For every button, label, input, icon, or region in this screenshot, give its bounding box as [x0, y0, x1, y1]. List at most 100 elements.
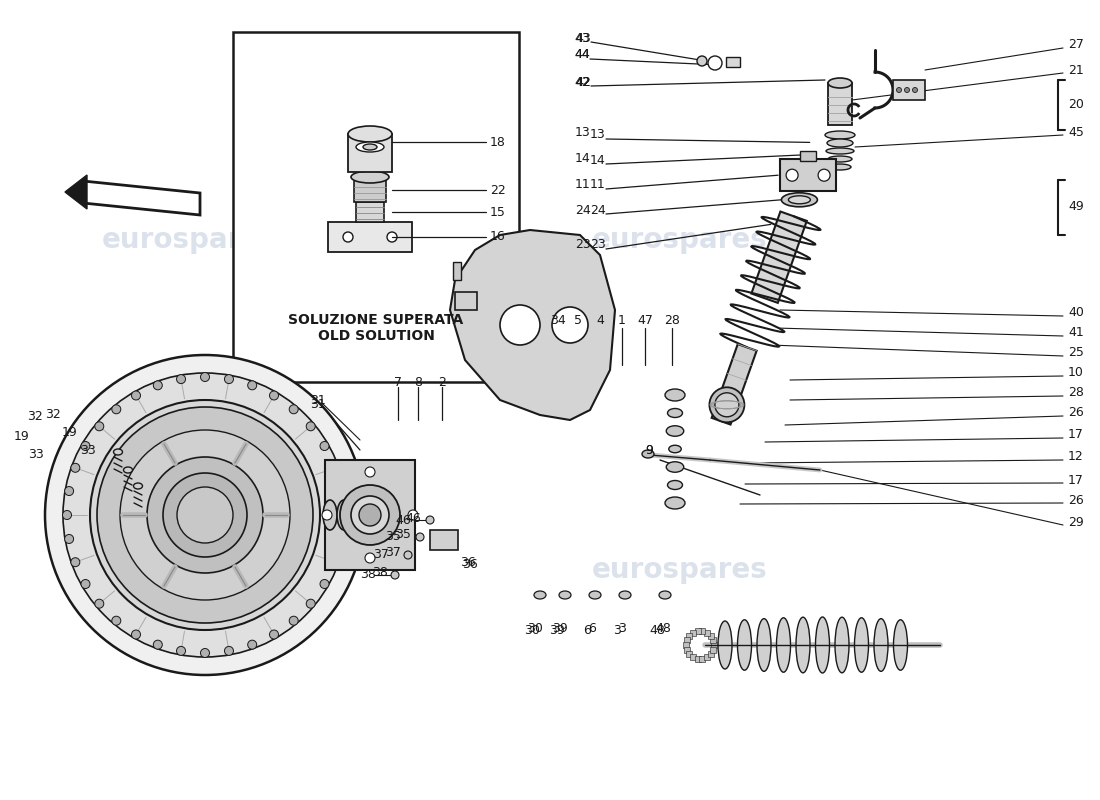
Circle shape [65, 534, 74, 543]
Bar [711, 646, 716, 653]
Ellipse shape [337, 500, 351, 530]
Ellipse shape [826, 148, 854, 154]
Circle shape [200, 649, 209, 658]
Ellipse shape [737, 620, 751, 670]
Ellipse shape [757, 618, 771, 671]
Circle shape [322, 510, 332, 520]
Polygon shape [720, 216, 821, 347]
Bar [780, 159, 836, 191]
Circle shape [70, 463, 80, 472]
Circle shape [320, 442, 329, 450]
Ellipse shape [667, 462, 684, 472]
Circle shape [387, 232, 397, 242]
Ellipse shape [815, 617, 829, 673]
Circle shape [339, 510, 348, 519]
Polygon shape [751, 211, 806, 303]
Text: 14: 14 [575, 151, 591, 165]
Bar [711, 638, 716, 643]
Circle shape [97, 407, 314, 623]
Ellipse shape [777, 618, 791, 672]
Bar [683, 642, 689, 648]
Text: 21: 21 [1068, 63, 1084, 77]
Circle shape [95, 422, 103, 430]
Circle shape [120, 430, 290, 600]
Circle shape [224, 374, 233, 383]
Bar [430, 530, 458, 550]
Text: 10: 10 [1068, 366, 1084, 379]
Ellipse shape [874, 618, 888, 671]
Text: 15: 15 [490, 206, 506, 218]
Text: 11: 11 [575, 178, 591, 191]
Text: 32: 32 [28, 410, 43, 423]
Circle shape [200, 373, 209, 382]
Ellipse shape [363, 144, 377, 150]
Bar [233, 32, 519, 382]
Bar [455, 292, 477, 310]
Text: 28: 28 [664, 314, 680, 326]
Ellipse shape [828, 156, 852, 162]
Text: 45: 45 [1068, 126, 1084, 138]
Text: 19: 19 [14, 430, 30, 443]
Circle shape [306, 599, 316, 608]
Ellipse shape [559, 591, 571, 599]
Text: 37: 37 [385, 546, 400, 558]
Text: 3: 3 [613, 623, 620, 637]
Circle shape [153, 381, 163, 390]
Bar [686, 651, 692, 657]
Polygon shape [712, 344, 757, 425]
Bar [686, 633, 692, 639]
Text: 44: 44 [574, 49, 590, 62]
Circle shape [365, 467, 375, 477]
Circle shape [408, 510, 418, 520]
Text: 28: 28 [1068, 386, 1084, 399]
Text: 20: 20 [1068, 98, 1084, 111]
Ellipse shape [668, 481, 682, 490]
Circle shape [306, 422, 316, 430]
Circle shape [343, 232, 353, 242]
Circle shape [270, 391, 278, 400]
Ellipse shape [351, 171, 389, 183]
Text: 6: 6 [583, 623, 591, 637]
Text: eurospares: eurospares [592, 226, 768, 254]
Circle shape [248, 381, 256, 390]
Text: 46: 46 [395, 514, 410, 526]
Circle shape [913, 87, 917, 93]
Ellipse shape [828, 78, 852, 88]
Circle shape [112, 616, 121, 626]
Circle shape [163, 473, 248, 557]
Bar [348, 134, 392, 172]
Text: 5: 5 [574, 314, 582, 326]
Text: 9: 9 [645, 443, 653, 457]
Text: 24: 24 [590, 203, 606, 217]
Ellipse shape [829, 164, 851, 170]
Ellipse shape [588, 591, 601, 599]
Text: 25: 25 [1068, 346, 1084, 359]
Polygon shape [82, 181, 200, 215]
Ellipse shape [667, 426, 684, 436]
Text: 23: 23 [590, 238, 606, 251]
Ellipse shape [123, 467, 132, 473]
Text: 48: 48 [649, 623, 664, 637]
Text: 7: 7 [394, 375, 402, 389]
Circle shape [896, 87, 902, 93]
Text: 37: 37 [373, 549, 389, 562]
Text: 35: 35 [395, 529, 411, 542]
Bar [828, 83, 852, 125]
Ellipse shape [356, 142, 384, 152]
Text: 16: 16 [490, 230, 506, 243]
Circle shape [337, 534, 345, 543]
Text: 17: 17 [1068, 429, 1084, 442]
Text: 43: 43 [574, 31, 590, 45]
Text: 49: 49 [1068, 201, 1084, 214]
Text: 26: 26 [1068, 494, 1084, 506]
Text: 34: 34 [550, 314, 565, 326]
Ellipse shape [827, 139, 853, 147]
Circle shape [404, 551, 412, 559]
Text: eurospares: eurospares [102, 226, 278, 254]
Circle shape [697, 56, 707, 66]
Text: 39: 39 [552, 622, 568, 634]
Bar [690, 654, 696, 660]
Ellipse shape [113, 449, 122, 455]
Circle shape [904, 87, 910, 93]
Bar [324, 460, 415, 570]
